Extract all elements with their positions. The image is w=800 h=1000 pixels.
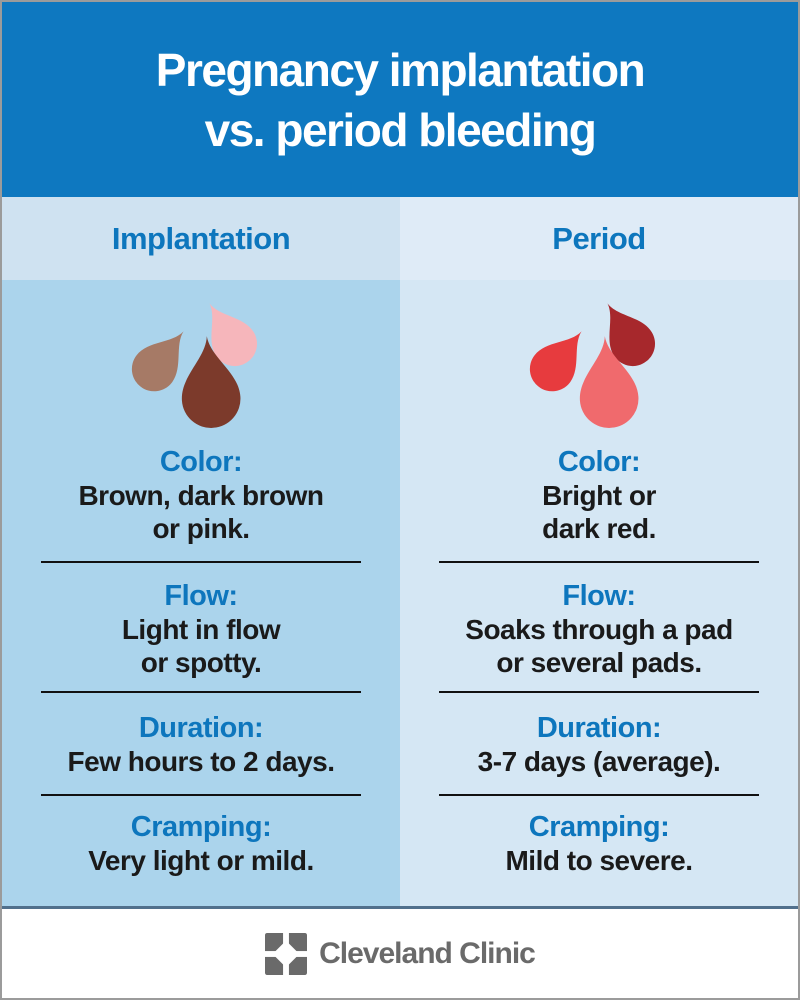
section-text-line: Soaks through a pad — [465, 614, 733, 645]
blood-drop-shape — [579, 336, 639, 428]
blood-drop-icon — [120, 315, 204, 402]
section-heading: Color: — [159, 446, 243, 478]
blood-drop-shape — [529, 331, 582, 392]
section-divider — [439, 691, 759, 693]
section-flow: Flow: Light in flow or spotty. — [2, 580, 400, 679]
section-heading: Cramping: — [130, 811, 272, 843]
section-heading: Duration: — [138, 712, 264, 744]
blood-drop-icon — [518, 315, 602, 402]
column-body-period: Color: Bright or dark red. Flow: Soaks t… — [400, 280, 798, 906]
section-heading: Duration: — [536, 712, 662, 744]
page-title-line-1: Pregnancy implantation — [155, 43, 646, 96]
section-text-line: Mild to severe. — [505, 845, 693, 876]
section-color: Color: Bright or dark red. — [400, 446, 798, 545]
section-divider — [41, 794, 361, 796]
section-heading: Color: — [557, 446, 641, 478]
section-color: Color: Brown, dark brown or pink. — [2, 446, 400, 545]
section-flow: Flow: Soaks through a pad or several pad… — [400, 580, 798, 679]
section-heading: Flow: — [164, 580, 238, 612]
blood-drop-shape — [607, 303, 656, 367]
footer-divider — [2, 906, 798, 909]
section-text-line: Light in flow — [121, 614, 281, 645]
section-text-line: Bright or — [542, 480, 656, 511]
section-text-line: Brown, dark brown — [78, 480, 324, 511]
column-body-implantation: Color: Brown, dark brown or pink. Flow: … — [2, 280, 400, 906]
section-duration: Duration: Few hours to 2 days. — [2, 712, 400, 778]
cleveland-clinic-logo-icon — [265, 933, 308, 975]
column-header-implantation: Implantation — [2, 197, 400, 280]
title-band: Pregnancy implantation vs. period bleedi… — [2, 2, 798, 197]
section-text-line: Very light or mild. — [88, 845, 314, 876]
section-duration: Duration: 3-7 days (average). — [400, 712, 798, 778]
column-header-period: Period — [400, 197, 798, 280]
blood-drop-icon — [167, 333, 253, 430]
section-divider — [41, 691, 361, 693]
period-blood-drops-figure — [529, 298, 664, 430]
blood-drop-icon — [187, 290, 268, 377]
section-text-line: 3-7 days (average). — [477, 746, 721, 777]
section-divider — [439, 561, 759, 563]
implantation-blood-drops-figure — [131, 298, 266, 430]
section-text-line: or spotty. — [140, 647, 262, 678]
blood-drop-shape — [181, 336, 241, 428]
section-cramping: Cramping: Very light or mild. — [2, 811, 400, 877]
blood-drop-shape — [131, 331, 184, 392]
section-cramping: Cramping: Mild to severe. — [400, 811, 798, 877]
page-title-line-2: vs. period bleeding — [204, 103, 597, 156]
column-period: Period Color: Bright or dark — [400, 197, 798, 906]
blood-drop-icon — [585, 290, 666, 377]
section-text-line: or several pads. — [496, 647, 702, 678]
section-text-line: or pink. — [152, 513, 250, 544]
section-heading: Flow: — [562, 580, 636, 612]
section-text-line: dark red. — [542, 513, 656, 544]
footer: Cleveland Clinic — [2, 909, 798, 998]
blood-drop-shape — [209, 303, 258, 367]
blood-drop-icon — [565, 333, 651, 430]
section-divider — [439, 794, 759, 796]
section-divider — [41, 561, 361, 563]
section-text-line: Few hours to 2 days. — [67, 746, 335, 777]
comparison-grid: Implantation Color: Brown, dark brown — [2, 197, 798, 906]
column-implantation: Implantation Color: Brown, dark brown — [2, 197, 400, 906]
section-heading: Cramping: — [528, 811, 670, 843]
brand-name: Cleveland Clinic — [319, 937, 536, 970]
